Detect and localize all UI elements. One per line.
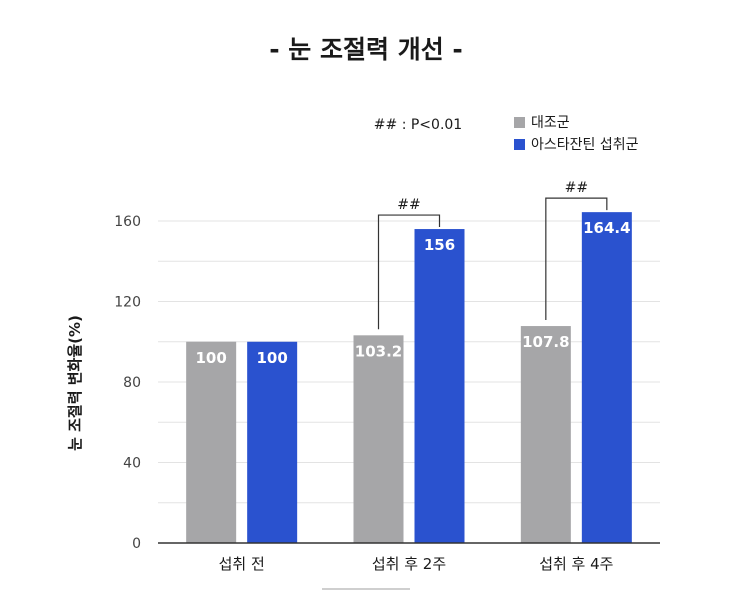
- y-tick-label: 0: [132, 536, 141, 552]
- bar-treatment: [247, 341, 298, 543]
- bars: 100 100 103.2 156 107.8 164.4: [186, 212, 632, 544]
- bar-treatment: [581, 212, 632, 543]
- gridlines: [158, 220, 660, 504]
- legend-swatch-control: [514, 117, 525, 128]
- y-tick-label: 120: [114, 295, 141, 311]
- x-tick-label: 섭취 전: [219, 555, 265, 573]
- bar-treatment: [414, 229, 465, 544]
- bar-control: [186, 341, 237, 543]
- bar-value-label: 100: [257, 349, 288, 367]
- significance-bracket: [545, 197, 608, 321]
- significance-bracket: [377, 214, 441, 330]
- y-axis-label: 눈 조절력 변화율(%): [66, 315, 84, 451]
- y-tick-label: 40: [123, 456, 141, 472]
- bar-control: [353, 335, 404, 543]
- significance-note: ## : P<0.01: [374, 117, 462, 133]
- x-tick-label: 섭취 후 2주: [372, 555, 446, 573]
- significance-bracket-label: ##: [397, 197, 420, 213]
- bar-value-label: 103.2: [355, 342, 402, 360]
- legend-label-treatment: 아스타잔틴 섭취군: [531, 137, 639, 153]
- legend-label-control: 대조군: [531, 115, 570, 131]
- y-tick-label: 80: [123, 375, 141, 391]
- bottom-divider: [322, 588, 410, 590]
- significance-brackets: ## ##: [377, 180, 608, 330]
- bar-value-label: 156: [424, 236, 455, 254]
- x-axis-ticks: 섭취 전 섭취 후 2주 섭취 후 4주: [219, 555, 614, 573]
- bar-value-label: 107.8: [522, 333, 569, 351]
- y-tick-label: 160: [114, 214, 141, 230]
- bar-value-label: 100: [196, 349, 227, 367]
- significance-bracket-label: ##: [565, 180, 588, 196]
- legend: 대조군 아스타잔틴 섭취군: [514, 115, 639, 153]
- y-axis-ticks: 0 40 80 120 160: [114, 214, 141, 552]
- bar-control: [520, 326, 571, 543]
- legend-swatch-treatment: [514, 139, 525, 150]
- bar-value-label: 164.4: [583, 219, 630, 237]
- x-tick-label: 섭취 후 4주: [539, 555, 613, 573]
- chart-title: - 눈 조절력 개선 -: [269, 35, 463, 64]
